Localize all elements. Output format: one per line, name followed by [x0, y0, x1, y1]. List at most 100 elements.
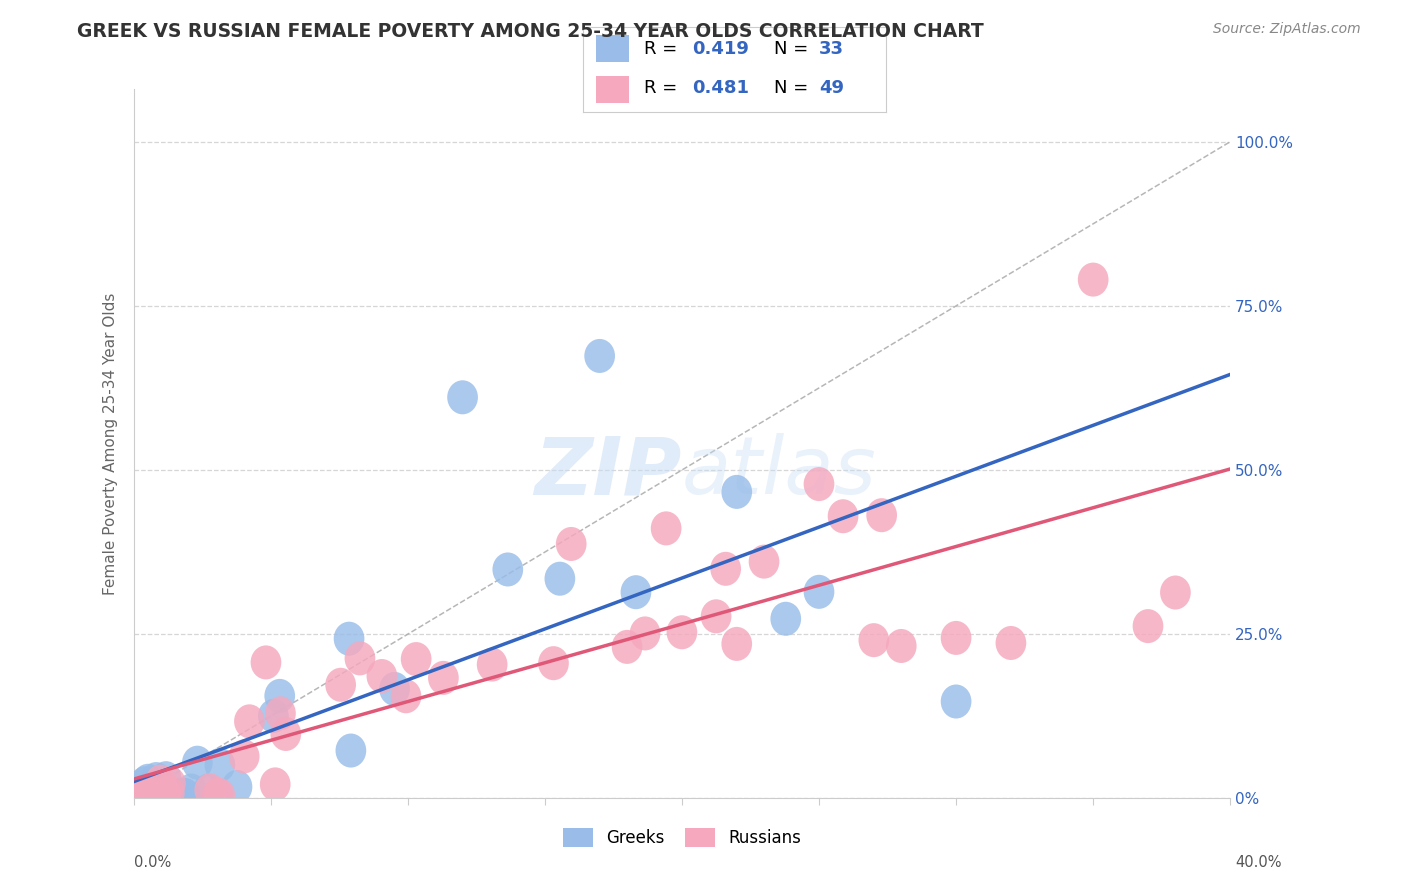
Ellipse shape — [150, 778, 181, 812]
Ellipse shape — [124, 778, 155, 812]
Ellipse shape — [132, 778, 163, 812]
Ellipse shape — [143, 778, 174, 812]
Text: 0.0%: 0.0% — [134, 855, 170, 870]
Ellipse shape — [995, 626, 1026, 660]
Ellipse shape — [202, 778, 232, 812]
Ellipse shape — [325, 668, 356, 702]
Ellipse shape — [770, 602, 801, 636]
Ellipse shape — [401, 642, 432, 676]
Ellipse shape — [124, 778, 155, 812]
Ellipse shape — [380, 672, 411, 706]
Ellipse shape — [270, 717, 301, 751]
Ellipse shape — [124, 776, 155, 810]
Ellipse shape — [134, 778, 163, 812]
Y-axis label: Female Poverty Among 25-34 Year Olds: Female Poverty Among 25-34 Year Olds — [103, 293, 118, 595]
Ellipse shape — [139, 778, 170, 812]
Ellipse shape — [866, 498, 897, 533]
Text: R =: R = — [644, 40, 683, 58]
Ellipse shape — [204, 778, 235, 812]
Ellipse shape — [700, 599, 731, 633]
Text: R =: R = — [644, 78, 683, 96]
Text: ZIP: ZIP — [534, 434, 682, 511]
FancyBboxPatch shape — [596, 36, 628, 62]
Ellipse shape — [194, 773, 225, 807]
Ellipse shape — [333, 622, 364, 656]
Ellipse shape — [344, 641, 375, 675]
Ellipse shape — [124, 778, 155, 812]
Ellipse shape — [229, 739, 260, 773]
Ellipse shape — [859, 624, 889, 657]
Ellipse shape — [804, 574, 834, 609]
Ellipse shape — [135, 775, 166, 809]
Ellipse shape — [193, 773, 224, 808]
Ellipse shape — [492, 552, 523, 587]
Ellipse shape — [1160, 575, 1191, 609]
Ellipse shape — [132, 764, 163, 797]
Ellipse shape — [135, 774, 165, 808]
Ellipse shape — [367, 659, 398, 693]
Ellipse shape — [721, 475, 752, 509]
Text: 33: 33 — [820, 40, 844, 58]
Text: GREEK VS RUSSIAN FEMALE POVERTY AMONG 25-34 YEAR OLDS CORRELATION CHART: GREEK VS RUSSIAN FEMALE POVERTY AMONG 25… — [77, 22, 984, 41]
Ellipse shape — [555, 527, 586, 561]
Ellipse shape — [181, 746, 212, 780]
Ellipse shape — [134, 778, 165, 812]
Ellipse shape — [941, 684, 972, 719]
Ellipse shape — [1133, 609, 1163, 643]
Ellipse shape — [585, 339, 614, 373]
Ellipse shape — [804, 467, 834, 501]
Ellipse shape — [630, 616, 661, 650]
Text: 0.419: 0.419 — [692, 40, 749, 58]
FancyBboxPatch shape — [596, 76, 628, 103]
Text: Source: ZipAtlas.com: Source: ZipAtlas.com — [1213, 22, 1361, 37]
Text: atlas: atlas — [682, 434, 877, 511]
Ellipse shape — [141, 762, 172, 797]
Ellipse shape — [204, 747, 235, 782]
Ellipse shape — [427, 661, 458, 695]
Ellipse shape — [150, 761, 181, 795]
Ellipse shape — [170, 778, 201, 812]
Ellipse shape — [336, 733, 366, 768]
Ellipse shape — [145, 764, 176, 798]
Text: 0.481: 0.481 — [692, 78, 749, 96]
Ellipse shape — [131, 778, 162, 812]
Ellipse shape — [259, 699, 288, 733]
Ellipse shape — [260, 767, 291, 801]
Text: N =: N = — [773, 40, 814, 58]
Ellipse shape — [721, 627, 752, 661]
Ellipse shape — [155, 766, 186, 800]
Ellipse shape — [264, 679, 295, 713]
Ellipse shape — [233, 705, 264, 739]
Ellipse shape — [666, 615, 697, 649]
Text: 49: 49 — [820, 78, 844, 96]
Ellipse shape — [129, 778, 160, 812]
Ellipse shape — [612, 630, 643, 664]
Ellipse shape — [748, 545, 779, 579]
Ellipse shape — [150, 778, 181, 812]
Legend: Greeks, Russians: Greeks, Russians — [557, 822, 807, 854]
Ellipse shape — [391, 679, 422, 714]
Ellipse shape — [710, 552, 741, 586]
Ellipse shape — [477, 648, 508, 681]
Text: N =: N = — [773, 78, 814, 96]
Ellipse shape — [886, 629, 917, 663]
Ellipse shape — [447, 380, 478, 414]
Ellipse shape — [176, 773, 207, 807]
Ellipse shape — [828, 500, 859, 533]
Ellipse shape — [538, 646, 569, 681]
Ellipse shape — [250, 646, 281, 680]
Ellipse shape — [160, 778, 191, 812]
Ellipse shape — [153, 776, 184, 810]
Ellipse shape — [155, 778, 186, 812]
Ellipse shape — [651, 511, 682, 545]
Ellipse shape — [1078, 262, 1108, 297]
Ellipse shape — [222, 770, 252, 804]
Ellipse shape — [129, 766, 160, 800]
Text: 40.0%: 40.0% — [1236, 855, 1282, 870]
Ellipse shape — [169, 778, 200, 812]
Ellipse shape — [124, 778, 155, 812]
Ellipse shape — [620, 575, 651, 609]
Ellipse shape — [266, 697, 295, 731]
Ellipse shape — [544, 562, 575, 596]
Ellipse shape — [941, 621, 972, 655]
